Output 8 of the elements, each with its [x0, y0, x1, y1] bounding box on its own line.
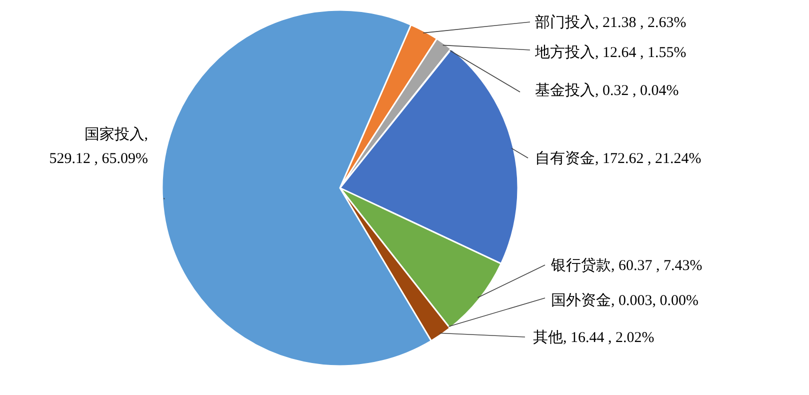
slice-label: 自有资金, 172.62 , 21.24% [535, 150, 702, 167]
slice-label: 国家投入, 529.12 , 65.09% [49, 126, 148, 167]
slice-label: 其他, 16.44 , 2.02% [533, 329, 654, 346]
slice-label: 基金投入, 0.32 , 0.04% [535, 82, 679, 99]
slice-label: 国外资金, 0.003, 0.00% [551, 292, 698, 309]
slice-label: 地方投入, 12.64 , 1.55% [534, 44, 686, 61]
slice-label: 银行贷款, 60.37 , 7.43% [550, 257, 702, 274]
slice-label: 部门投入, 21.38 , 2.63% [535, 14, 686, 31]
